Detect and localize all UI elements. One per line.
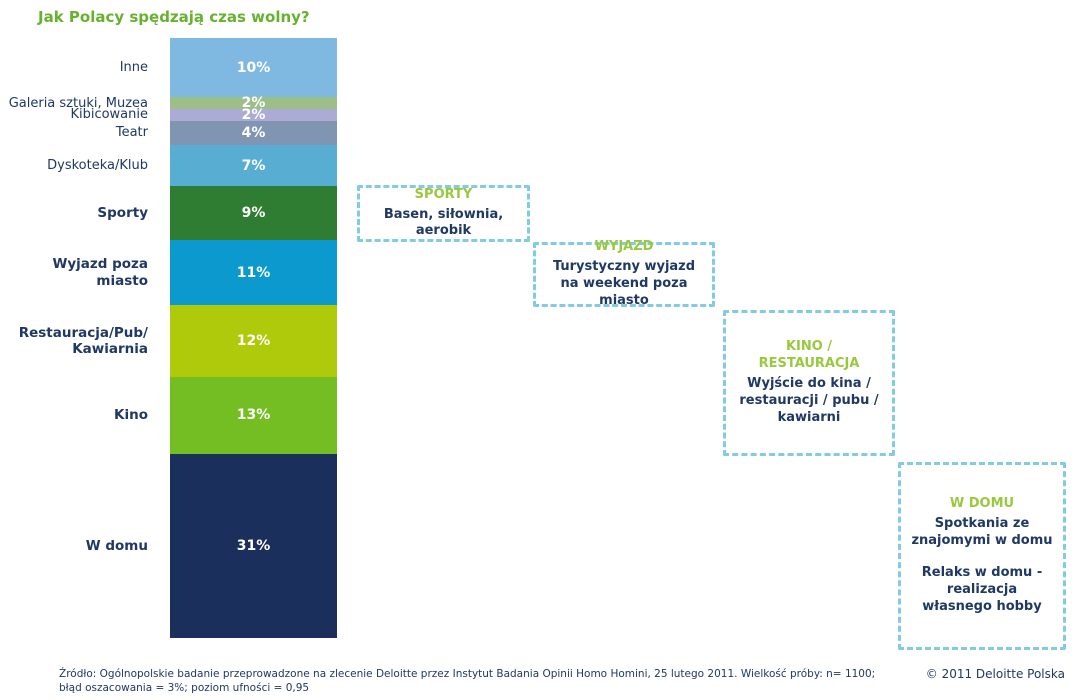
category-label-text: Dyskoteka/Klub — [47, 157, 148, 173]
bar-segment: 9% — [170, 186, 337, 240]
category-labels-column: Inne Galeria sztuki, Muzea Kibicowanie Teat… — [0, 38, 148, 638]
category-label-text: Restauracja/Pub/ Kawiarnia — [18, 324, 148, 357]
bar-segment: 31% — [170, 453, 337, 638]
callout-kino-restauracja: KINO / RESTAURACJA Wyjście do kina / rest… — [723, 310, 895, 456]
segment-value-label: 2% — [241, 107, 266, 124]
category-label: Kibicowanie — [0, 107, 148, 123]
bar-segment: 4% — [170, 121, 337, 145]
callout-body-line: Relaks w domu - realizacja własnego hobb… — [921, 565, 1043, 614]
callout-sporty: SPORTY Basen, siłownia, aerobik — [357, 185, 530, 242]
segment-value-label: 9% — [241, 205, 266, 222]
segment-value-label: 2% — [241, 95, 266, 112]
callout-body-line: Spotkania ze znajomymi w domu — [911, 516, 1053, 549]
bar-segment: 7% — [170, 144, 337, 187]
callout-title: SPORTY — [414, 186, 473, 202]
category-label-text: Kibicowanie — [70, 107, 148, 123]
category-label: Kino — [0, 377, 148, 454]
segment-value-label: 10% — [236, 59, 271, 76]
segment-value-label: 11% — [236, 264, 271, 281]
segment-value-label: 12% — [236, 332, 271, 349]
segment-value-label: 31% — [236, 537, 271, 554]
category-label: Sporty — [0, 186, 148, 239]
segment-value-label: 4% — [241, 125, 266, 142]
category-label-text: Teatr — [115, 125, 148, 141]
callout-body-line: Basen, siłownia, aerobik — [383, 206, 504, 239]
segment-value-label: 7% — [241, 157, 266, 174]
bar-segment: 11% — [170, 239, 337, 306]
callout-title: W DOMU — [949, 496, 1015, 512]
bar-segment: 2% — [170, 107, 337, 124]
category-label: Teatr — [0, 121, 148, 145]
callout-body-line: Turystyczny wyjazd na weekend poza miast… — [552, 259, 696, 308]
category-label: Galeria sztuki, Muzea — [0, 95, 148, 111]
source-note-line1: Źródło: Ogólnopolskie badanie przeprowad… — [59, 668, 876, 680]
stacked-bar: 10% 2% 2% 4% 7% 9% 11% 12% 13% 31% — [170, 38, 337, 638]
callout-title: WYJAZD — [594, 239, 654, 255]
source-note-line2: błąd oszacowania = 3%; poziom ufności = … — [59, 682, 310, 695]
category-label-text: Kino — [114, 407, 148, 424]
category-label-text: Wyjazd poza miasto — [52, 256, 148, 289]
segment-value-label: 13% — [236, 407, 271, 424]
chart-title: Jak Polacy spędzają czas wolny? — [38, 8, 310, 26]
callout-w-domu: W DOMU Spotkania ze znajomymi w domu Relak… — [898, 462, 1066, 650]
category-label-text: Sporty — [97, 205, 148, 222]
bar-segment: 12% — [170, 305, 337, 377]
category-label-text: Inne — [119, 59, 148, 75]
category-label: Wyjazd poza miasto — [0, 240, 148, 305]
callout-body-line: Wyjście do kina / restauracji / pubu / k… — [739, 376, 879, 425]
category-label-text: W domu — [85, 537, 148, 554]
copyright: © 2011 Deloitte Polska — [925, 667, 1065, 681]
bar-segment: 2% — [170, 95, 337, 112]
source-note: Źródło: Ogólnopolskie badanie przeprowad… — [59, 667, 919, 695]
category-label: W domu — [0, 454, 148, 638]
category-label: Dyskoteka/Klub — [0, 145, 148, 187]
callout-title: KINO / RESTAURACJA — [758, 339, 860, 372]
bar-segment: 13% — [170, 376, 337, 454]
category-label-text: Galeria sztuki, Muzea — [8, 95, 148, 111]
callout-wyjazd: WYJAZD Turystyczny wyjazd na weekend poza… — [533, 239, 715, 308]
bar-segment: 10% — [170, 38, 337, 98]
category-label: Inne — [0, 38, 148, 97]
category-label: Restauracja/Pub/ Kawiarnia — [0, 305, 148, 376]
